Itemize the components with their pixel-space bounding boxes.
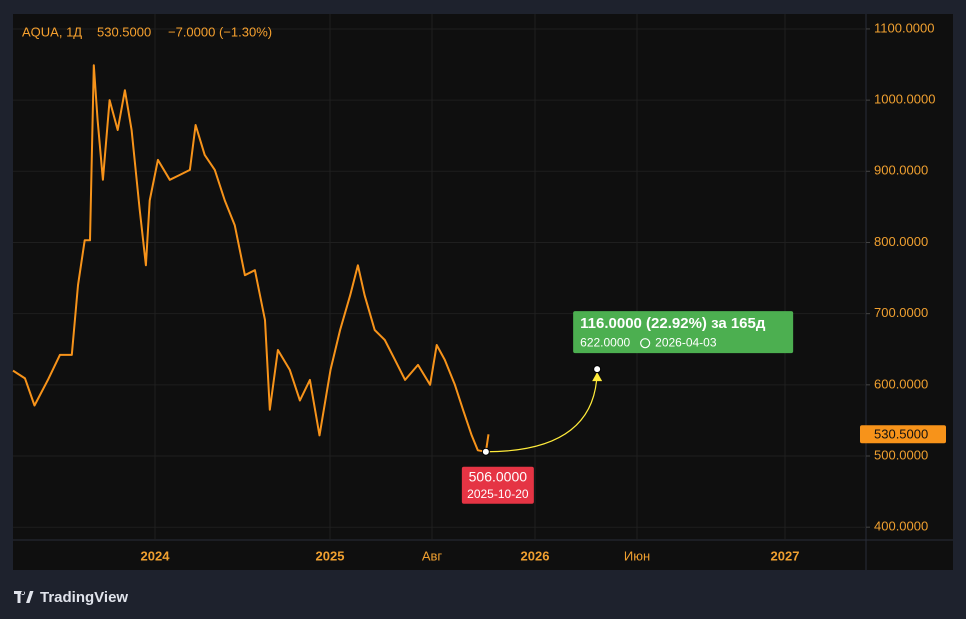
end-point <box>593 365 602 374</box>
y-tick-label: 900.0000 <box>874 163 928 178</box>
symbol[interactable]: AQUA, 1Д <box>22 24 82 39</box>
last-price-box <box>860 425 946 444</box>
last-price-label: 530.5000 <box>874 427 928 442</box>
y-tick-label: 400.0000 <box>874 519 928 534</box>
end-date-label: 2026-04-03 <box>655 335 717 349</box>
change-label: 116.0000 (22.92%) за 165д <box>580 315 766 332</box>
labels: 400.0000 500.0000 600.0000 700.0000 800.0000… <box>141 20 946 563</box>
y-tick-label: 1000.0000 <box>874 92 935 107</box>
plot <box>12 64 603 456</box>
start-date-label: 2025-10-20 <box>467 487 529 501</box>
y-tick-label: 700.0000 <box>874 305 928 320</box>
start-value-label: 506.0000 <box>469 468 528 484</box>
y-tick-label: 1100.0000 <box>874 20 935 35</box>
start-box <box>461 466 534 504</box>
x-tick-label: 2025 <box>316 548 345 563</box>
start-point <box>481 447 490 456</box>
end-value-label: 622.0000 <box>580 335 630 349</box>
y-tick-label: 800.0000 <box>874 234 928 249</box>
header-price: 530.5000 <box>97 24 151 39</box>
x-tick-label: 2026 <box>521 548 550 563</box>
brand-name: TradingView <box>40 589 128 606</box>
x-tick-label: Авг <box>422 548 443 563</box>
x-tick-label: 2024 <box>141 548 171 563</box>
projection-curve <box>485 369 598 453</box>
logo[interactable]: TradingView <box>14 589 128 606</box>
y-tick-label: 500.0000 <box>874 447 928 462</box>
projection-arrow <box>592 372 603 382</box>
y-tick-label: 600.0000 <box>874 376 928 391</box>
clock-icon <box>640 338 651 349</box>
header-change: −7.0000 (−1.30%) <box>168 24 272 39</box>
logo-icon <box>14 591 34 603</box>
x-tick-label: Июн <box>624 548 650 563</box>
price-line <box>12 64 490 453</box>
end-box <box>573 311 794 354</box>
x-tick-label: 2027 <box>771 548 800 563</box>
